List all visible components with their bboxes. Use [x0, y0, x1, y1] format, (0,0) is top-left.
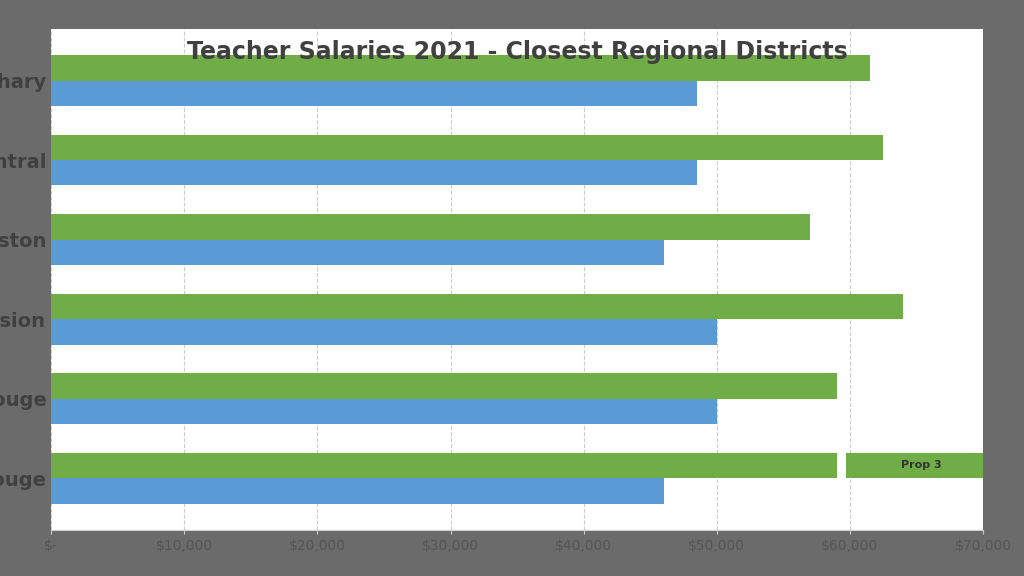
Bar — [51, 373, 837, 399]
Bar — [51, 240, 664, 265]
Bar — [51, 55, 870, 81]
Bar — [51, 399, 717, 424]
Bar — [51, 135, 884, 160]
Bar — [51, 214, 810, 240]
Bar — [51, 478, 664, 503]
Bar — [51, 319, 717, 344]
Bar — [846, 453, 996, 478]
Bar — [51, 294, 903, 319]
Bar — [51, 160, 697, 185]
Bar — [51, 453, 837, 478]
Text: Prop 3: Prop 3 — [901, 460, 941, 471]
Text: Teacher Salaries 2021 - Closest Regional Districts: Teacher Salaries 2021 - Closest Regional… — [186, 40, 848, 65]
Bar — [51, 81, 697, 106]
